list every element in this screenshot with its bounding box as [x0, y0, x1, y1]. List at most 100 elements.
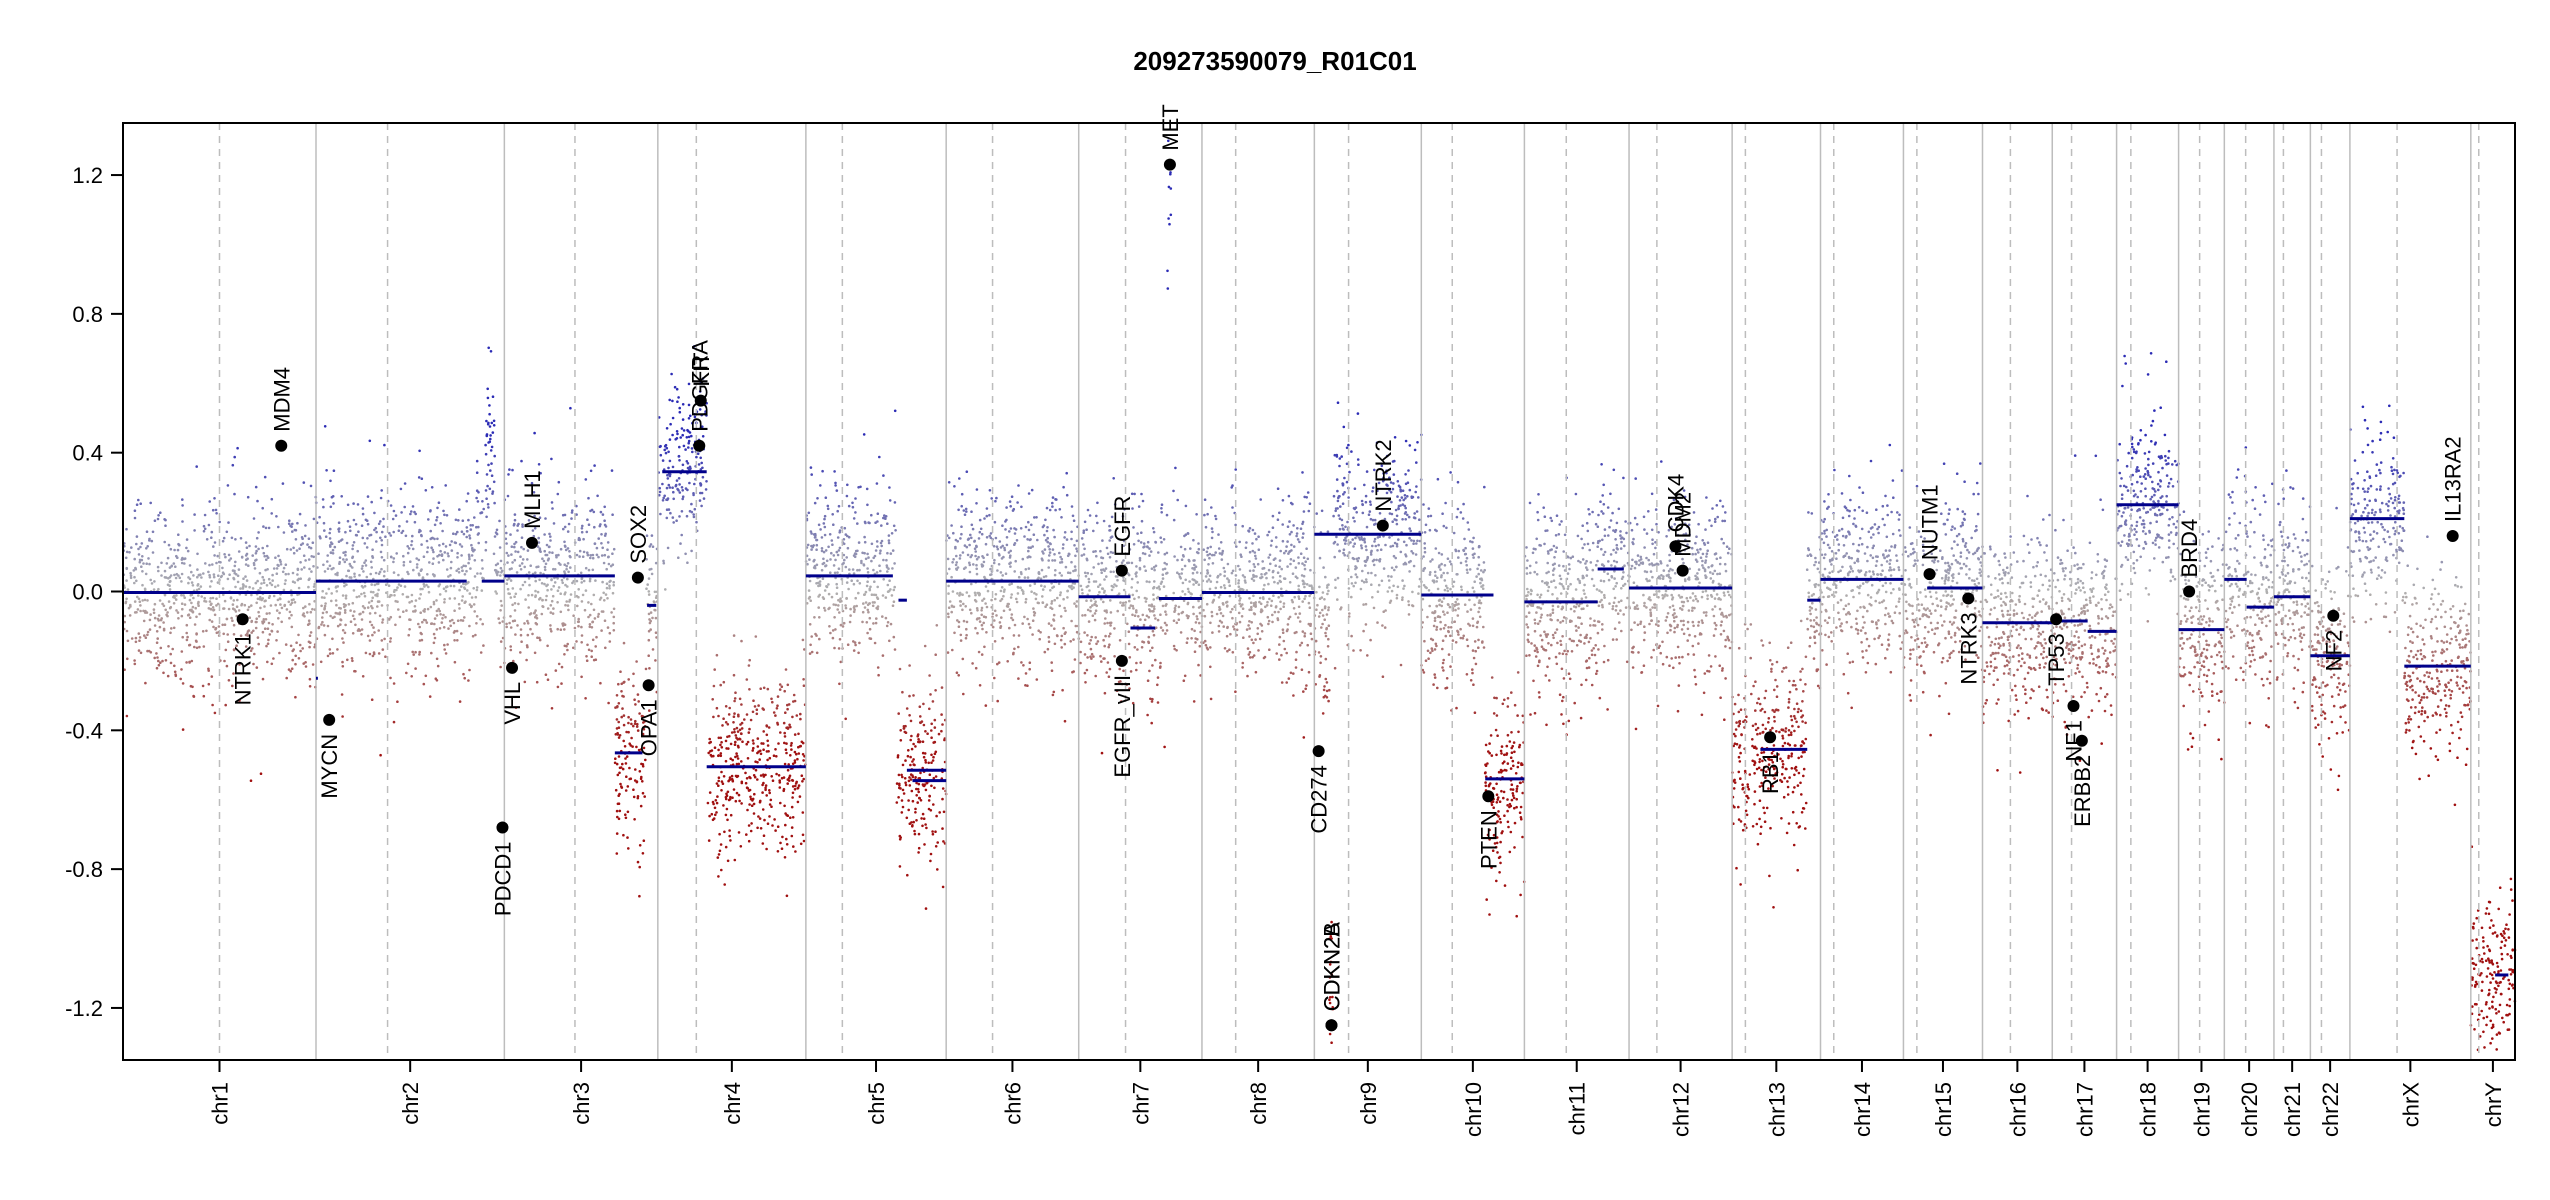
data-point: [823, 514, 827, 518]
data-point: [1327, 608, 1330, 612]
data-point: [865, 584, 869, 588]
data-point: [380, 604, 384, 607]
data-point: [561, 581, 564, 585]
data-point: [1252, 563, 1256, 566]
data-point: [1143, 565, 1146, 568]
data-point: [816, 497, 819, 500]
data-point: [958, 557, 962, 560]
data-point: [1308, 502, 1312, 506]
data-point: [712, 715, 715, 719]
data-point: [632, 672, 635, 676]
data-point: [1058, 508, 1062, 511]
data-point: [947, 615, 950, 619]
data-point: [265, 612, 269, 615]
data-point: [607, 555, 610, 559]
data-point: [202, 529, 206, 533]
data-point: [1146, 713, 1149, 717]
data-point: [615, 809, 619, 813]
data-point: [361, 610, 365, 614]
data-point: [580, 634, 584, 637]
data-point: [791, 816, 795, 819]
data-point: [381, 618, 385, 621]
data-point: [890, 532, 894, 535]
data-point: [336, 585, 340, 588]
data-point: [499, 559, 503, 563]
data-point: [885, 624, 889, 628]
data-point: [837, 504, 841, 508]
data-point: [292, 546, 295, 550]
data-point: [912, 820, 915, 824]
data-point: [852, 517, 856, 520]
data-point: [392, 720, 396, 724]
data-point: [1274, 557, 1277, 560]
data-point: [759, 752, 763, 756]
data-point: [615, 852, 619, 855]
data-point: [223, 599, 227, 603]
data-point: [1299, 552, 1303, 555]
data-point: [1043, 650, 1047, 654]
data-point: [931, 759, 935, 762]
data-point: [957, 625, 961, 628]
data-point: [1159, 613, 1162, 616]
data-point: [231, 619, 234, 622]
data-point: [600, 629, 603, 632]
data-point: [1379, 548, 1383, 551]
data-point: [858, 582, 862, 585]
data-point: [376, 605, 379, 608]
data-point: [1137, 505, 1141, 508]
data-point: [582, 537, 585, 541]
data-point: [307, 585, 310, 589]
data-point: [1057, 582, 1061, 586]
data-point: [908, 664, 911, 667]
data-point: [436, 555, 439, 558]
data-point: [260, 582, 263, 585]
data-point: [181, 607, 184, 611]
data-point: [323, 570, 327, 573]
data-point: [622, 714, 626, 717]
data-point: [1160, 507, 1163, 510]
data-point: [608, 587, 611, 590]
data-point: [1108, 643, 1111, 646]
data-point: [173, 573, 176, 577]
data-point: [836, 571, 839, 574]
data-point: [1027, 567, 1031, 570]
data-point: [249, 649, 253, 652]
data-point: [336, 624, 340, 628]
data-point: [1143, 552, 1147, 556]
data-point: [1180, 611, 1183, 615]
data-point: [340, 495, 344, 498]
data-point: [432, 600, 436, 604]
data-point: [1206, 512, 1209, 516]
data-point: [632, 795, 636, 799]
data-point: [821, 562, 825, 566]
data-point: [309, 610, 313, 614]
data-point: [162, 621, 165, 624]
data-point: [1066, 589, 1069, 593]
data-point: [680, 427, 684, 430]
data-point: [1020, 661, 1023, 664]
data-point: [712, 817, 716, 820]
data-point: [304, 661, 307, 664]
data-point: [902, 727, 906, 730]
data-point: [1230, 571, 1234, 575]
data-point: [716, 856, 720, 859]
data-point: [313, 645, 316, 649]
data-point: [714, 813, 717, 817]
data-point: [256, 597, 260, 601]
data-point: [274, 603, 278, 607]
data-point: [244, 563, 248, 566]
data-point: [991, 625, 995, 629]
data-point: [357, 628, 361, 631]
data-point: [346, 519, 350, 523]
data-point: [1046, 526, 1049, 529]
data-point: [283, 603, 287, 607]
data-point: [836, 509, 839, 513]
data-point: [817, 595, 820, 598]
data-point: [251, 587, 255, 590]
data-point: [424, 489, 428, 492]
data-point: [137, 498, 140, 502]
data-point: [800, 774, 804, 777]
data-point: [590, 602, 593, 606]
data-point: [620, 715, 623, 719]
